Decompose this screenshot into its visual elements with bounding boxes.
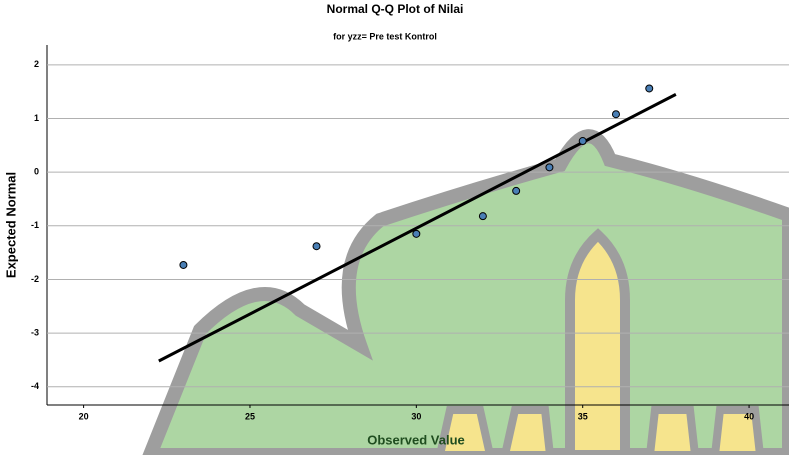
y-tick-label: 1: [34, 113, 39, 123]
chart-subtitle: for yzz= Pre test Kontrol: [333, 31, 437, 41]
x-tick-label: 20: [79, 411, 89, 421]
data-point: [512, 186, 521, 195]
data-point: [312, 242, 321, 251]
data-point: [578, 137, 587, 146]
y-tick-label: -4: [31, 381, 39, 391]
x-axis-label: Observed Value: [367, 432, 465, 447]
y-axis-label: Expected Normal: [3, 172, 18, 278]
y-tick-label: -3: [31, 327, 39, 337]
data-point: [611, 110, 620, 119]
data-point: [545, 163, 554, 172]
chart-title: Normal Q-Q Plot of Nilai: [327, 2, 464, 16]
x-tick-label: 30: [411, 411, 421, 421]
watermark-minaret: [565, 228, 630, 455]
y-tick-label: 0: [34, 167, 39, 177]
data-point: [478, 212, 487, 221]
x-tick-label: 40: [744, 411, 754, 421]
watermark-letters: [435, 406, 765, 455]
reference-line: [158, 93, 677, 363]
y-tick-label: -1: [31, 220, 39, 230]
x-tick-label: 25: [245, 411, 255, 421]
y-tick-label: 2: [34, 59, 39, 69]
watermark: [142, 129, 789, 455]
data-point: [412, 229, 421, 238]
data-point: [179, 260, 188, 269]
x-tick-label: 35: [578, 411, 588, 421]
y-tick-label: -2: [31, 274, 39, 284]
data-point: [645, 84, 654, 93]
